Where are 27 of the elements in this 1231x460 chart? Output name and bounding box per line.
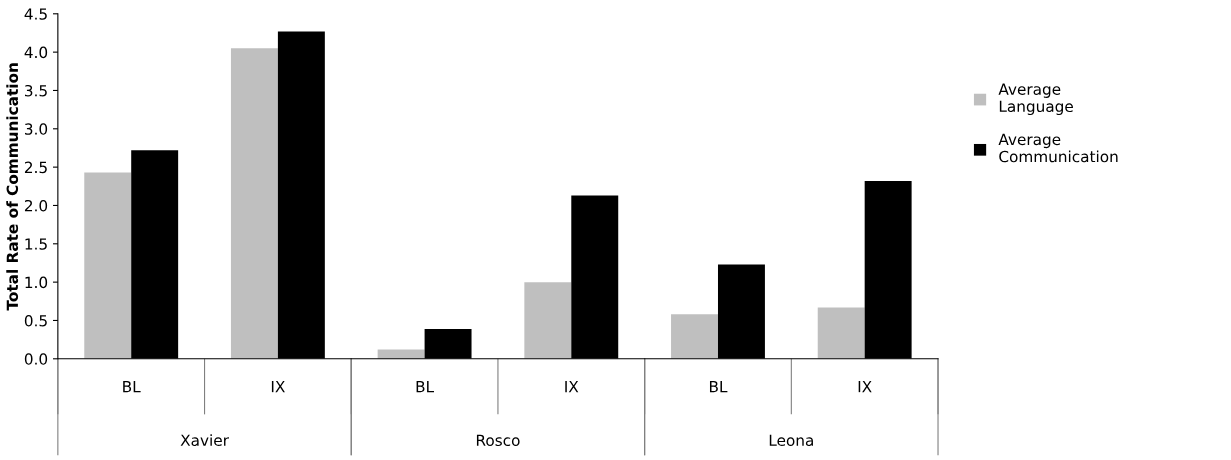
y-tick-label: 3.0 — [25, 123, 48, 135]
x-tick-label: BL — [709, 381, 728, 393]
legend-label: Average Language — [998, 83, 1073, 116]
bar — [671, 314, 718, 359]
y-tick-label: 2.5 — [24, 161, 47, 174]
x-tick-label: IX — [565, 381, 579, 393]
y-tick-label: 0.0 — [24, 353, 48, 365]
text: Leona — [769, 434, 813, 447]
y-tick-label: 1.0 — [25, 276, 48, 289]
y-axis-title: Total Rate of Communication — [6, 63, 19, 311]
x-tick-label: BL — [123, 381, 141, 393]
bar — [817, 307, 865, 359]
text: Rosco — [476, 434, 520, 447]
bar — [84, 172, 132, 359]
y-tick-label: 3.5 — [25, 84, 47, 97]
bar — [230, 48, 278, 359]
y-tick-label: 4.5 — [24, 8, 47, 20]
x-tick-label: BL — [416, 381, 435, 393]
y-tick-label: 2.0 — [24, 199, 48, 212]
y-tick-label: 4.0 — [24, 46, 48, 59]
text: Xavier — [180, 434, 229, 447]
x-tick-label: IX — [858, 381, 872, 393]
legend-label: Average Communication — [998, 133, 1118, 163]
bar — [524, 282, 572, 359]
y-tick-label: 0.5 — [24, 314, 47, 327]
x-tick-label: IX — [271, 381, 285, 393]
y-tick-label: 1.5 — [25, 238, 47, 250]
